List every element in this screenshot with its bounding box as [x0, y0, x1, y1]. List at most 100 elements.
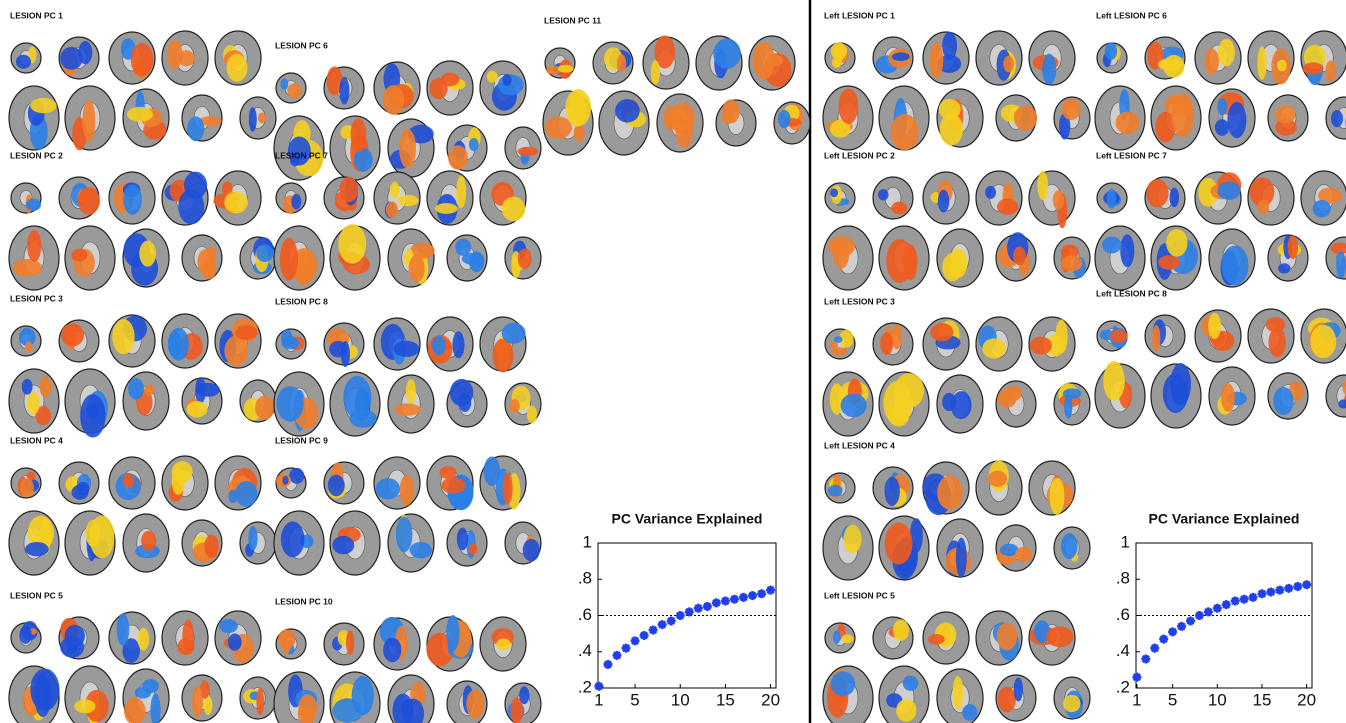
activation-blob [938, 190, 949, 213]
y-tick-label: .6 [1116, 605, 1130, 624]
activation-blob [184, 172, 207, 199]
activation-blob [880, 332, 893, 355]
activation-blob [1275, 105, 1296, 123]
activation-blob [406, 379, 416, 403]
activation-blob [440, 466, 457, 479]
activation-blob [1158, 255, 1180, 270]
activation-blob [61, 323, 84, 346]
activation-blob [1170, 188, 1179, 208]
activation-blob [942, 32, 957, 60]
data-point [1284, 584, 1293, 593]
activation-blob [448, 145, 468, 169]
activation-blob [446, 615, 459, 651]
y-tick-label: .2 [578, 677, 592, 696]
activation-blob [1102, 237, 1122, 254]
activation-blob [1107, 189, 1116, 209]
activation-blob [168, 328, 189, 361]
activation-blob [393, 341, 419, 357]
data-point [739, 593, 748, 602]
activation-blob [939, 99, 961, 120]
activation-blob [456, 175, 466, 208]
activation-blob [20, 478, 34, 497]
x-tick-label: 15 [1253, 690, 1272, 709]
activation-blob [138, 628, 150, 651]
activation-blob [1266, 317, 1286, 332]
activation-blob [376, 478, 400, 499]
activation-blob [469, 138, 479, 151]
activation-blob [985, 186, 996, 199]
data-point [1293, 582, 1302, 591]
activation-blob [670, 103, 695, 135]
activation-blob [127, 107, 153, 122]
pc-label: LESION PC 10 [275, 596, 333, 606]
activation-blob [30, 668, 59, 710]
y-tick-label: .8 [578, 569, 592, 588]
activation-blob [503, 473, 513, 505]
activation-blob [235, 481, 258, 507]
activation-blob [281, 329, 292, 346]
activation-blob [843, 525, 861, 554]
activation-blob [1331, 110, 1343, 127]
activation-blob [346, 630, 354, 655]
activation-blob [894, 373, 924, 408]
activation-blob [1227, 102, 1246, 138]
data-point [1275, 586, 1284, 595]
activation-blob [1053, 190, 1064, 210]
activation-blob [182, 620, 194, 653]
activation-blob [886, 239, 913, 283]
activation-blob [519, 686, 529, 704]
data-point [603, 660, 612, 669]
activation-blob [1003, 56, 1014, 72]
y-tick-label: 1 [1121, 532, 1130, 551]
activation-blob [390, 182, 400, 198]
activation-blob [527, 405, 537, 423]
activation-blob [1310, 325, 1336, 359]
activation-blob [892, 52, 910, 61]
pc-label: Left LESION PC 2 [824, 150, 895, 160]
activation-blob [86, 520, 101, 547]
activation-blob [828, 485, 843, 497]
x-tick-label: 1 [594, 690, 603, 709]
data-point [1150, 644, 1159, 653]
activation-blob [962, 704, 977, 721]
activation-blob [1105, 42, 1117, 60]
activation-blob [235, 325, 257, 340]
y-tick-label: 1 [583, 532, 592, 551]
activation-blob [1061, 255, 1082, 271]
activation-blob [502, 323, 526, 344]
activation-blob [545, 116, 572, 139]
activation-blob [255, 396, 274, 420]
pc-label: LESION PC 8 [275, 296, 328, 306]
data-point [612, 651, 621, 660]
data-point [1302, 580, 1311, 589]
activation-blob [1049, 477, 1064, 515]
activation-blob [399, 129, 416, 169]
activation-blob [112, 319, 134, 354]
activation-blob [128, 378, 144, 400]
activation-blob [450, 379, 473, 406]
pc-label: LESION PC 3 [10, 293, 63, 303]
activation-blob [187, 116, 204, 141]
x-tick-label: 5 [1168, 690, 1177, 709]
activation-blob [219, 619, 238, 633]
activation-blob [40, 376, 52, 397]
activation-blob [1042, 54, 1056, 85]
y-tick-label: .2 [1116, 677, 1130, 696]
data-point [712, 598, 721, 607]
data-point [694, 604, 703, 613]
activation-blob [394, 403, 420, 415]
activation-blob [1061, 533, 1078, 559]
activation-blob [830, 189, 838, 198]
activation-blob [517, 147, 538, 156]
activation-blob [67, 638, 78, 654]
data-point [1168, 627, 1177, 636]
activation-blob [998, 687, 1016, 713]
activation-blob [956, 538, 967, 578]
activation-blob [891, 114, 919, 150]
activation-blob [256, 244, 273, 262]
activation-blob [1268, 328, 1285, 358]
pc-label: Left LESION PC 3 [824, 296, 895, 306]
activation-blob [60, 47, 83, 70]
data-point [1249, 593, 1258, 602]
activation-blob [144, 384, 154, 396]
